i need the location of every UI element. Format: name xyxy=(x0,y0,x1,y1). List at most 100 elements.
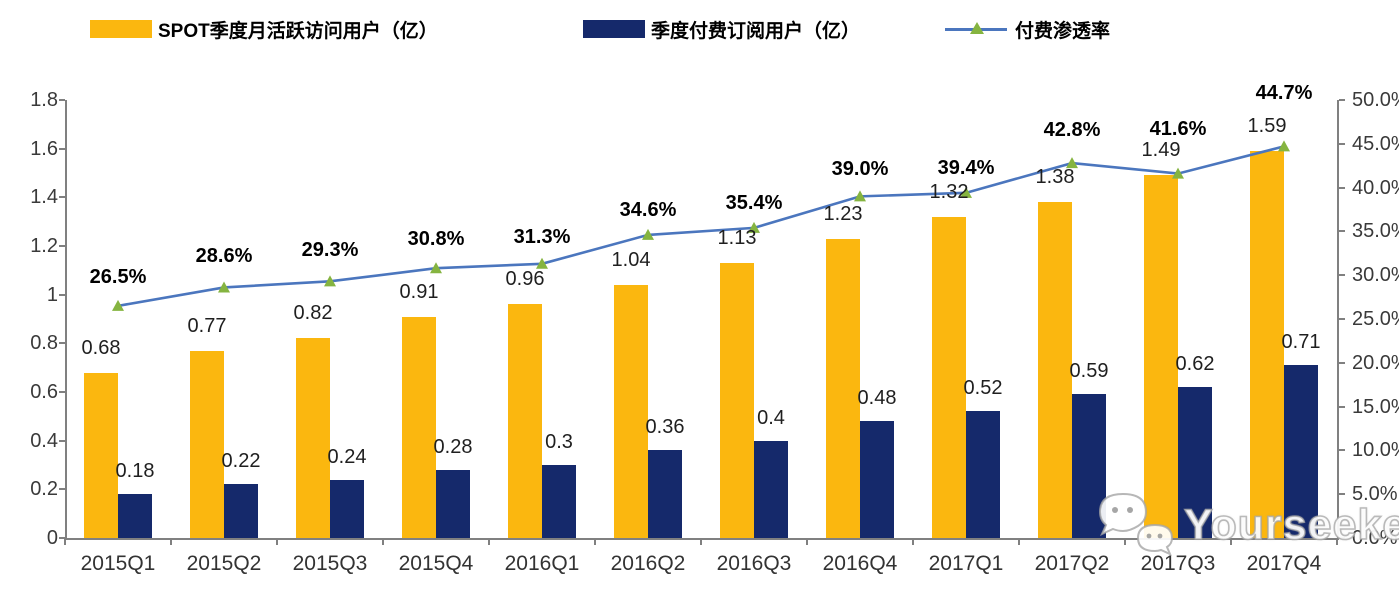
subscribers-bar xyxy=(966,411,1000,538)
mau-value-label: 1.38 xyxy=(1035,166,1075,189)
x-axis xyxy=(65,538,1339,540)
subscribers-bar xyxy=(224,484,258,538)
x-axis-category-label: 2017Q3 xyxy=(1140,552,1216,575)
x-axis-tick xyxy=(276,538,278,545)
legend: SPOT季度月活跃访问用户（亿） 季度付费订阅用户（亿） 付费渗透率 xyxy=(0,14,1399,48)
x-axis-tick xyxy=(594,538,596,545)
x-axis-tick xyxy=(1336,538,1338,545)
legend-item-subscribers: 季度付费订阅用户（亿） xyxy=(583,14,860,44)
x-axis-tick xyxy=(382,538,384,545)
penetration-marker xyxy=(642,228,654,240)
penetration-value-label: 41.6% xyxy=(1149,117,1207,140)
penetration-value-label: 39.4% xyxy=(937,156,995,179)
x-axis-category-label: 2017Q2 xyxy=(1034,552,1110,575)
penetration-value-label: 39.0% xyxy=(831,158,889,181)
y-axis-left-label: 1.6 xyxy=(30,137,58,160)
x-axis-category-label: 2016Q4 xyxy=(822,552,898,575)
y-axis-left-tick xyxy=(59,342,65,345)
subscribers-bar xyxy=(118,494,152,538)
penetration-marker xyxy=(536,257,548,269)
y-axis-left-tick xyxy=(59,488,65,491)
triangle-marker-icon xyxy=(970,22,984,34)
y-axis-left-tick xyxy=(59,439,65,442)
y-axis-right-tick xyxy=(1339,493,1345,496)
y-axis-right-tick xyxy=(1339,230,1345,233)
mau-legend-label: SPOT季度月活跃访问用户（亿） xyxy=(158,20,438,42)
subscribers-value-label: 0.3 xyxy=(545,431,573,453)
y-axis-right-label: 10.0% xyxy=(1352,439,1399,462)
y-axis-right-label: 30.0% xyxy=(1352,264,1399,287)
x-axis-category-label: 2015Q1 xyxy=(80,552,156,575)
subscribers-bar xyxy=(754,440,788,538)
subscribers-legend-swatch xyxy=(583,20,645,38)
penetration-value-label: 28.6% xyxy=(195,245,253,268)
y-axis-right-tick xyxy=(1339,361,1345,364)
subscribers-value-label: 0.59 xyxy=(1069,360,1109,383)
penetration-marker xyxy=(854,190,866,202)
x-axis-tick xyxy=(488,538,490,545)
y-axis-left-label: 1.8 xyxy=(30,89,58,111)
y-axis-left-tick xyxy=(59,391,65,393)
y-axis-right-label: 20.0% xyxy=(1352,351,1399,374)
x-axis-category-label: 2015Q4 xyxy=(398,552,474,575)
watermark: Yourseeker xyxy=(1092,488,1399,562)
mau-value-label: 0.77 xyxy=(187,314,227,337)
y-axis-right-tick xyxy=(1339,449,1345,452)
mau-value-label: 0.91 xyxy=(399,280,439,303)
mau-bar xyxy=(190,350,224,538)
y-axis-left xyxy=(65,100,67,538)
y-axis-right-tick xyxy=(1339,142,1345,145)
penetration-value-label: 29.3% xyxy=(301,239,359,262)
y-axis-right-tick xyxy=(1339,99,1345,101)
y-axis-left-tick xyxy=(59,99,65,101)
x-axis-category-label: 2017Q4 xyxy=(1246,552,1322,575)
mau-value-label: 1.04 xyxy=(611,248,651,271)
x-axis-category-label: 2016Q3 xyxy=(716,552,792,575)
subscribers-value-label: 0.22 xyxy=(221,450,261,473)
y-axis-left-label: 1 xyxy=(46,283,58,306)
x-axis-tick xyxy=(700,538,702,545)
y-axis-left-label: 0.4 xyxy=(30,429,58,452)
penetration-value-label: 30.8% xyxy=(407,228,465,251)
wechat-icon xyxy=(1098,492,1174,556)
penetration-value-label: 35.4% xyxy=(725,191,783,214)
y-axis-left-label: 0.8 xyxy=(30,332,58,355)
y-axis-right-label: 40.0% xyxy=(1352,176,1399,199)
y-axis-left-tick xyxy=(59,196,65,199)
subscribers-value-label: 0.36 xyxy=(645,416,685,439)
penetration-marker xyxy=(1278,140,1290,152)
x-axis-tick xyxy=(806,538,808,545)
penetration-value-label: 34.6% xyxy=(619,198,677,221)
x-axis-category-label: 2017Q1 xyxy=(928,552,1004,575)
subscribers-value-label: 0.62 xyxy=(1175,353,1215,376)
y-axis-right xyxy=(1337,100,1339,538)
y-axis-right-label: 5.0% xyxy=(1352,483,1398,506)
penetration-line-swatch xyxy=(945,20,1007,38)
penetration-value-label: 31.3% xyxy=(513,225,571,248)
y-axis-left-tick xyxy=(59,537,65,539)
y-axis-right-label: 25.0% xyxy=(1352,308,1399,330)
legend-item-mau: SPOT季度月活跃访问用户（亿） xyxy=(90,14,438,44)
mau-bar xyxy=(84,372,118,538)
subscribers-bar xyxy=(436,469,470,538)
mau-bar xyxy=(614,284,648,538)
y-axis-right-tick xyxy=(1339,186,1345,189)
subscribers-bar xyxy=(330,479,364,538)
subscribers-value-label: 0.24 xyxy=(327,445,367,468)
x-axis-category-label: 2016Q2 xyxy=(610,552,686,575)
mau-bar xyxy=(402,316,436,538)
y-axis-right-label: 50.0% xyxy=(1352,89,1399,111)
subscribers-value-label: 0.48 xyxy=(857,387,897,410)
subscribers-bar xyxy=(542,465,576,538)
mau-bar xyxy=(296,338,330,538)
y-axis-left-label: 0.6 xyxy=(30,381,58,403)
y-axis-right-label: 0.0% xyxy=(1352,527,1398,549)
subscribers-bar xyxy=(1178,387,1212,538)
penetration-marker xyxy=(218,281,230,293)
x-axis-category-label: 2015Q2 xyxy=(186,552,262,575)
subscribers-bar xyxy=(1284,365,1318,538)
y-axis-left-label: 1.2 xyxy=(30,235,58,257)
mau-value-label: 0.82 xyxy=(293,302,333,325)
mau-bar xyxy=(508,304,542,538)
